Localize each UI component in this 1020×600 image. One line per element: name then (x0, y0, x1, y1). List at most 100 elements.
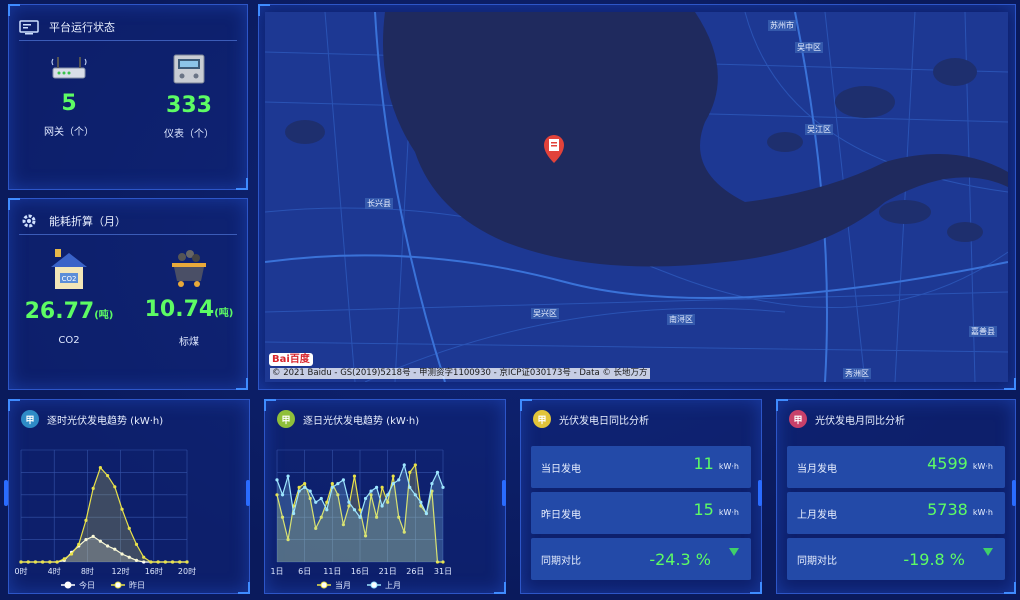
data-point (120, 507, 124, 511)
side-tab-left (4, 480, 8, 506)
data-point (297, 485, 301, 489)
x-tick-label: 20时 (178, 566, 196, 576)
data-point (386, 500, 390, 504)
data-point (62, 557, 66, 561)
data-point (170, 560, 175, 564)
x-tick-label: 16日 (351, 567, 369, 576)
gear-icon (19, 213, 39, 229)
month-previous-value: 5738 kW·h (927, 500, 993, 519)
daily-trend-header: 甲 逐日光伏发电趋势 (kW·h) (277, 410, 419, 428)
side-tab-3 (758, 480, 762, 506)
daily-trend-panel: 甲 逐日光伏发电趋势 (kW·h) 1日 6日 11日 16日 21日 26日 31日当月 上… (264, 399, 506, 594)
data-point (391, 482, 395, 486)
data-point (435, 470, 440, 474)
data-point (358, 508, 362, 512)
gateway-count: 5 (61, 91, 77, 116)
side-tab-1 (246, 480, 250, 506)
hourly-trend-header: 甲 逐时光伏发电趋势 (kW·h) (21, 410, 163, 428)
data-point (413, 493, 417, 497)
data-point (84, 538, 88, 542)
map-label-wujiang: 吴江区 (805, 124, 833, 135)
day-today-label: 当日发电 (541, 464, 581, 475)
day-compare-header: 甲 光伏发电日同比分析 (533, 410, 649, 428)
data-point (303, 482, 307, 486)
data-point (363, 534, 368, 538)
x-tick-label: 31日 (434, 567, 452, 576)
data-point (98, 466, 102, 470)
data-point (98, 539, 102, 543)
data-point (375, 485, 379, 489)
data-point (149, 560, 153, 564)
month-previous-label: 上月发电 (797, 510, 837, 521)
day-ratio-label: 同期对比 (541, 556, 581, 567)
data-point (48, 560, 52, 564)
data-point (185, 560, 189, 564)
data-point (391, 474, 395, 478)
side-tab-right (1012, 480, 1016, 506)
legend-label: 当月 (335, 580, 351, 590)
data-point (275, 478, 279, 482)
co2-stat: CO2 26.77(吨) CO2 (17, 247, 121, 346)
x-tick-label: 26日 (406, 567, 424, 576)
data-point (120, 552, 124, 556)
data-point (441, 560, 445, 564)
data-point (142, 560, 146, 564)
data-point (424, 511, 428, 516)
data-point (330, 485, 334, 489)
svg-text:CO2: CO2 (62, 275, 77, 283)
data-point (19, 560, 23, 564)
co2-value: 26.77(吨) (24, 299, 114, 324)
data-point (178, 560, 182, 564)
daily-series-area-1 (277, 464, 443, 562)
data-point (303, 485, 307, 489)
map-copyright: © 2021 Baidu - GS(2019)5218号 - 甲测资字11009… (270, 368, 650, 379)
data-point (106, 474, 110, 478)
x-tick-label: 11日 (323, 567, 341, 576)
map-view[interactable]: 苏州市 吴中区 吴江区 长兴县 吴兴区 南浔区 嘉善县 秀洲区 Bai百度 © … (265, 12, 1008, 382)
legend-marker (320, 581, 328, 589)
data-point (325, 508, 329, 512)
month-compare-panel: 甲 光伏发电月同比分析 当月发电 4599 kW·h 上月发电 5738 kW·h … (776, 399, 1016, 594)
co2-label: CO2 (58, 335, 80, 346)
data-point (77, 542, 81, 546)
energy-conversion-header: 能耗折算（月） (19, 207, 237, 235)
data-point (397, 478, 401, 482)
meter-stat: 333 仪表（个） (149, 53, 229, 140)
data-point (369, 489, 373, 493)
day-yesterday-label: 昨日发电 (541, 510, 581, 521)
hourly-trend-badge-icon: 甲 (21, 410, 39, 428)
data-point (358, 515, 362, 519)
data-point (341, 523, 345, 527)
month-current-value: 4599 kW·h (927, 454, 993, 473)
baidu-logo[interactable]: Bai百度 (269, 353, 313, 366)
meter-count: 333 (166, 93, 212, 118)
x-tick-label: 1日 (270, 567, 283, 576)
data-point (352, 474, 357, 478)
x-tick-label: 6日 (298, 567, 311, 576)
gateway-stat: 5 网关（个） (29, 53, 109, 138)
data-point (163, 560, 167, 564)
data-point (369, 493, 373, 497)
day-compare-panel: 甲 光伏发电日同比分析 当日发电 11 kW·h 昨日发电 15 kW·h 同期对比… (520, 399, 762, 594)
x-tick-label: 21日 (379, 567, 397, 576)
data-point (347, 500, 351, 504)
day-yesterday-value: 15 kW·h (693, 500, 739, 519)
day-today-value: 11 kW·h (693, 454, 739, 473)
map-label-xiuzhou: 秀洲区 (843, 368, 871, 379)
data-point (113, 547, 117, 551)
data-point (397, 515, 401, 519)
day-today-row: 当日发电 11 kW·h (531, 446, 751, 488)
data-point (352, 508, 357, 512)
hourly-trend-title: 逐时光伏发电趋势 (kW·h) (47, 415, 164, 427)
data-point (280, 515, 285, 519)
data-point (341, 478, 345, 482)
day-yesterday-row: 昨日发电 15 kW·h (531, 492, 751, 534)
legend-label: 上月 (385, 581, 401, 590)
data-point (286, 538, 290, 542)
data-point (286, 474, 290, 478)
data-point (41, 560, 45, 564)
data-point (314, 526, 318, 530)
map-marker-icon[interactable] (544, 135, 564, 163)
